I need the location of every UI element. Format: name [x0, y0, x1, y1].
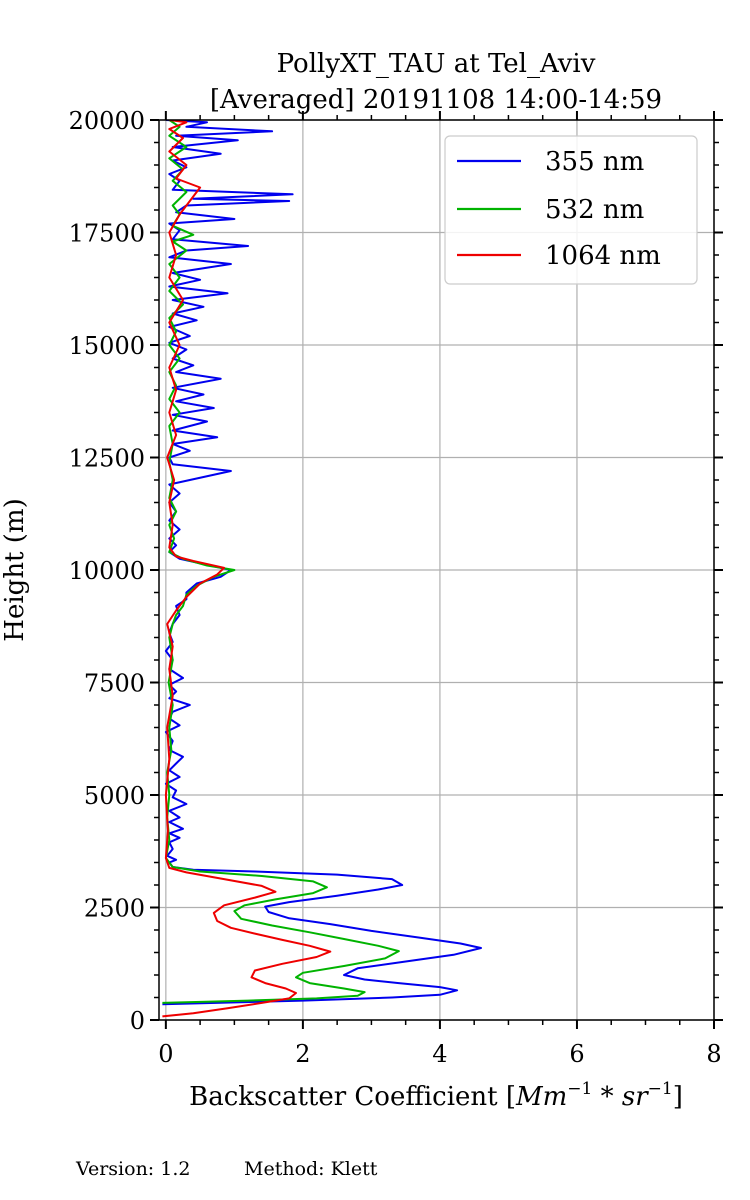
x-axis-unit-times: *: [592, 1082, 622, 1112]
y-tick-labels: 0 2500 5000 7500 10000 12500 15000 17500 20000: [69, 107, 145, 1035]
chart-title-line1: PollyXT_TAU at Tel_Aviv: [277, 49, 596, 79]
chart-title-line2: [Averaged] 20191108 14:00-14:59: [210, 85, 662, 115]
legend-box: [444, 135, 698, 285]
x-axis-label-text: Backscatter Coefficient [: [189, 1082, 516, 1112]
x-axis-label: Backscatter Coefficient [Mm−1 * sr−1]: [189, 1079, 683, 1112]
version-label: Version: 1.2: [75, 1158, 190, 1180]
footer: Version: 1.2 Method: Klett: [75, 1158, 378, 1180]
x-axis-unit-mm: Mm: [515, 1082, 567, 1112]
y-axis-label: Height (m): [0, 498, 30, 641]
y-tick-label: 17500: [69, 220, 145, 248]
x-axis-unit-sr: sr: [622, 1082, 649, 1112]
x-axis-unit-sr-exponent: −1: [648, 1079, 673, 1099]
series-line-1064-nm: [162, 120, 332, 1018]
legend-label-532: 532 nm: [545, 195, 644, 225]
y-tick-label: 15000: [69, 332, 145, 360]
y-tick-label: 10000: [69, 557, 145, 585]
legend-label-355: 355 nm: [545, 147, 644, 177]
x-axis-label-close: ]: [673, 1082, 683, 1112]
y-tick-label: 20000: [69, 107, 145, 135]
axis-ticks: [150, 111, 723, 1029]
y-tick-label: 2500: [84, 895, 145, 923]
chart-title: PollyXT_TAU at Tel_Aviv [Averaged] 20191…: [210, 49, 662, 115]
x-tick-labels: 0 2 4 6 8: [158, 1040, 721, 1068]
x-tick-label: 4: [432, 1040, 447, 1068]
x-tick-label: 0: [158, 1040, 173, 1068]
x-tick-label: 8: [706, 1040, 721, 1068]
series-line-532-nm: [162, 120, 400, 1004]
y-tick-label: 12500: [69, 445, 145, 473]
y-tick-label: 7500: [84, 670, 145, 698]
y-tick-label: 0: [130, 1007, 145, 1035]
plot-area: [162, 120, 482, 1018]
legend: 355 nm 532 nm 1064 nm: [444, 135, 698, 285]
series-line-355-nm: [162, 120, 482, 1006]
method-label: Method: Klett: [244, 1158, 378, 1180]
y-tick-label: 5000: [84, 782, 145, 810]
legend-label-1064: 1064 nm: [545, 241, 661, 271]
x-axis-unit-mm-exponent: −1: [567, 1079, 592, 1099]
x-tick-label: 2: [295, 1040, 310, 1068]
x-tick-label: 6: [569, 1040, 584, 1068]
